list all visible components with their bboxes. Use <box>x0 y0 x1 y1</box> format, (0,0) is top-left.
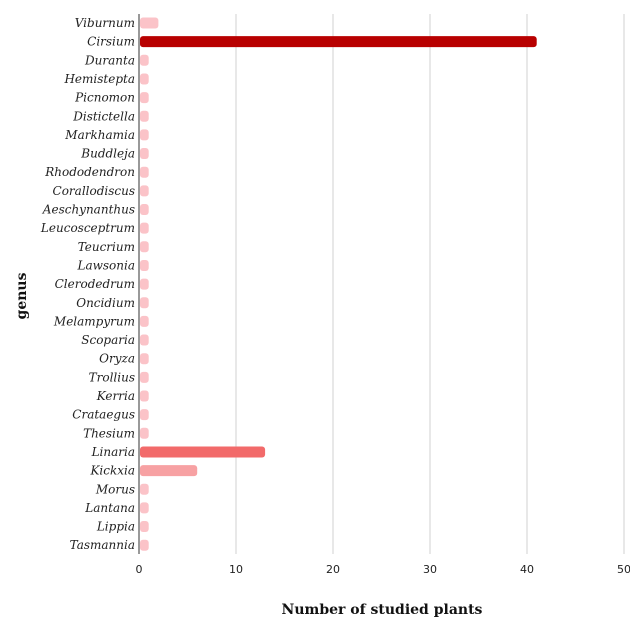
category-label: Oncidium <box>76 296 135 310</box>
bar-clerodedrum <box>140 279 149 290</box>
bar-kickxia <box>140 465 197 476</box>
category-label: Crataegus <box>72 408 135 422</box>
category-label: Teucrium <box>78 240 135 254</box>
x-tick-label: 40 <box>520 563 534 576</box>
category-label: Oryza <box>99 352 135 366</box>
bar-corallodiscus <box>140 185 149 196</box>
bar-aeschynanthus <box>140 204 149 215</box>
bar-thesium <box>140 428 149 439</box>
x-tick-labels: 0 10 20 30 40 50 <box>136 563 630 576</box>
category-labels: Viburnum Cirsium Duranta Hemistepta Picnomon… <box>40 16 135 552</box>
category-label: Corallodiscus <box>53 184 135 198</box>
x-axis-title: Number of studied plants <box>282 602 483 618</box>
category-label: Hemistepta <box>63 72 135 86</box>
category-label: Scoparia <box>81 333 135 347</box>
bar-cirsium <box>140 36 537 47</box>
bar-lawsonia <box>140 260 149 271</box>
category-label: Lantana <box>84 501 135 515</box>
bar-leucosceptrum <box>140 223 149 234</box>
category-label: Trollius <box>89 370 135 384</box>
bar-melampyrum <box>140 316 149 327</box>
bar-lantana <box>140 502 149 513</box>
bars <box>140 18 537 551</box>
category-label: Tasmannia <box>70 538 135 552</box>
bar-hemistepta <box>140 73 149 84</box>
bar-duranta <box>140 55 149 66</box>
bar-viburnum <box>140 18 158 29</box>
bar-kerria <box>140 391 149 402</box>
bar-tasmannia <box>140 540 149 551</box>
category-label: Morus <box>95 482 135 496</box>
bar-lippia <box>140 521 149 532</box>
category-label: Kickxia <box>89 464 135 478</box>
category-label: Markhamia <box>64 128 135 142</box>
bar-crataegus <box>140 409 149 420</box>
bar-teucrium <box>140 241 149 252</box>
category-label: Kerria <box>96 389 135 403</box>
bar-markhamia <box>140 129 149 140</box>
category-label: Lippia <box>96 520 135 534</box>
bar-morus <box>140 484 149 495</box>
category-label: Linaria <box>91 445 135 459</box>
category-label: Lawsonia <box>77 258 136 272</box>
x-tick-label: 30 <box>423 563 437 576</box>
category-label: Clerodedrum <box>55 277 135 291</box>
bar-scoparia <box>140 335 149 346</box>
bar-distictella <box>140 111 149 122</box>
bar-linaria <box>140 446 265 457</box>
bar-oncidium <box>140 297 149 308</box>
bar-rhododendron <box>140 167 149 178</box>
x-tick-label: 20 <box>326 563 340 576</box>
category-label: Duranta <box>84 53 135 67</box>
category-label: Viburnum <box>75 16 135 30</box>
category-label: Leucosceptrum <box>40 221 135 235</box>
x-tick-label: 10 <box>229 563 243 576</box>
bar-oryza <box>140 353 149 364</box>
category-label: Distictella <box>72 109 135 123</box>
gridlines <box>236 14 624 554</box>
bar-picnomon <box>140 92 149 103</box>
category-label: Picnomon <box>74 91 135 105</box>
category-label: Buddleja <box>80 147 135 161</box>
category-label: Aeschynanthus <box>42 203 135 217</box>
x-tick-label: 0 <box>136 563 143 576</box>
category-label: Cirsium <box>87 35 135 49</box>
bar-buddleja <box>140 148 149 159</box>
category-label: Rhododendron <box>44 165 135 179</box>
category-label: Melampyrum <box>53 314 135 328</box>
x-tick-label: 50 <box>617 563 630 576</box>
category-label: Thesium <box>83 426 135 440</box>
bar-trollius <box>140 372 149 383</box>
y-axis-title: genus <box>14 272 30 319</box>
